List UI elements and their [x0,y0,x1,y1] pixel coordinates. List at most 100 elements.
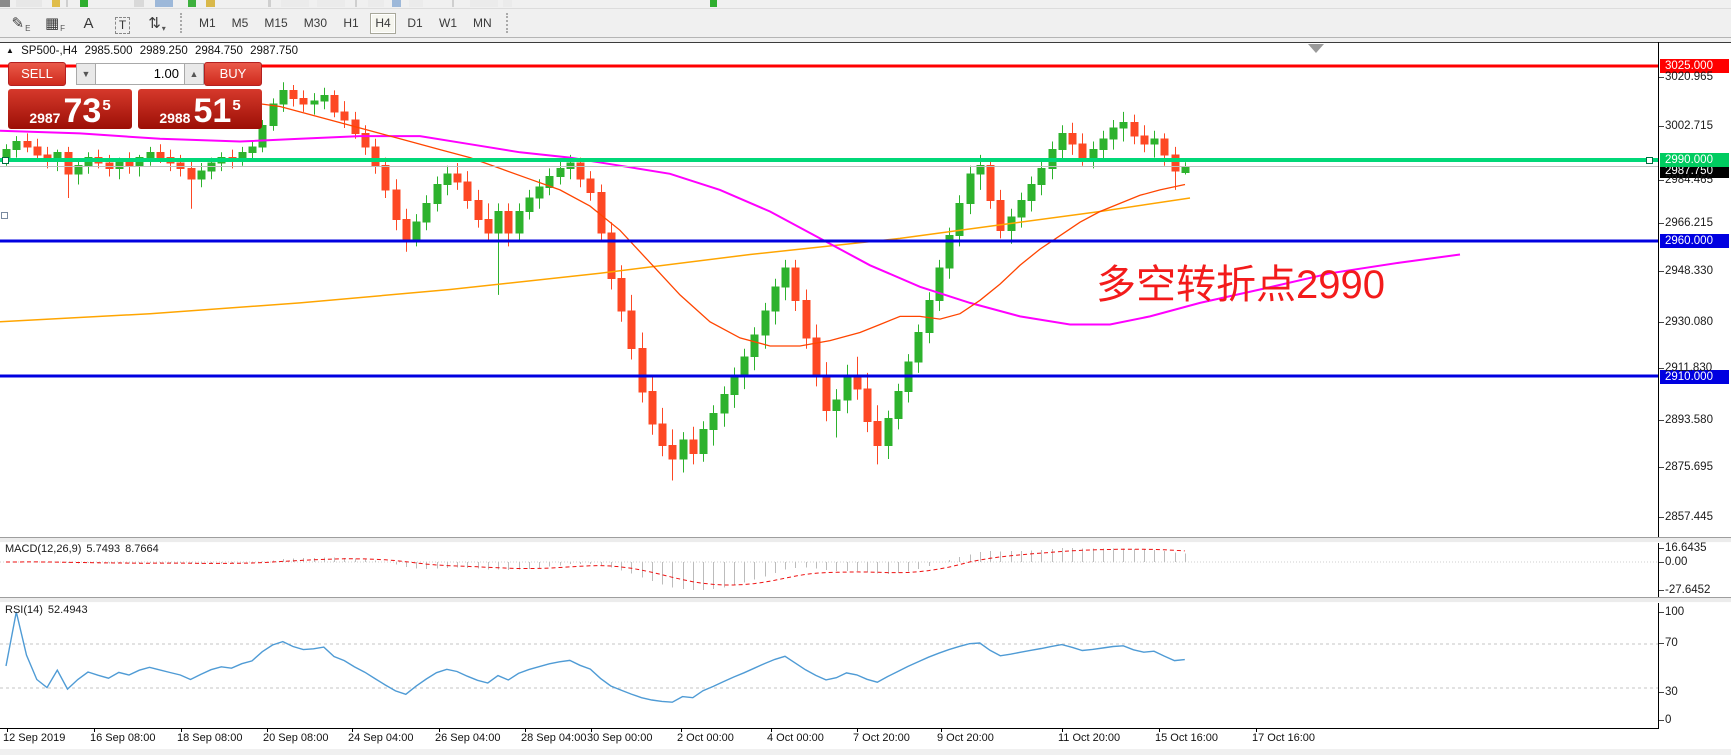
ask-price-prefix: 2988 [159,110,191,126]
timeframe-m1[interactable]: M1 [194,13,221,34]
bid-price-tile[interactable]: 2987 73 5 [8,89,132,129]
timeframe-d1[interactable]: D1 [402,13,428,34]
text-box-icon[interactable]: T [108,12,138,34]
axis-tick [1659,692,1664,693]
axis-tick-label: 0 [1665,714,1672,726]
axis-tick [1659,223,1664,224]
chart-annotation-text: 多空转折点2990 [1096,263,1385,307]
sell-button[interactable]: SELL [8,61,66,86]
clipped-icon [134,0,144,7]
toolbar: ✎ E ▦ F A T ⇅ ▾ M1 M5 M15 M30 H1 H4 D1 W1 MN [0,9,1731,37]
clipped-icon [0,0,10,7]
rsi-name: RSI(14) [5,604,43,616]
chart-window-border [0,42,1731,43]
axis-tick [1659,562,1664,563]
time-axis-border [0,728,1659,729]
ohlc-open: 2985.500 [84,45,133,57]
pane-separator[interactable] [0,597,1731,603]
axis-tick-label: 0.00 [1665,556,1688,568]
price-tag: 2990.000 [1660,153,1729,167]
bid-price-pip: 5 [102,97,111,114]
axis-tick-label: 2893.580 [1665,414,1713,426]
timeframe-w1[interactable]: W1 [434,13,462,34]
hline-handle[interactable] [2,157,9,164]
time-tick-label: 17 Oct 16:00 [1252,732,1315,744]
time-tick-label: 20 Sep 08:00 [263,732,329,744]
clipped-icon [66,0,68,7]
buy-button[interactable]: BUY [204,61,262,86]
timeframe-h1[interactable]: H1 [338,13,364,34]
bid-price-main: 73 [63,92,102,130]
axis-tick-label: 2966.215 [1665,217,1713,229]
axis-tick [1659,517,1664,518]
line-anchor[interactable] [1,212,8,219]
crayon-e-icon[interactable]: ✎ E [11,15,31,33]
one-click-trading-panel: SELL ▼ ▲ BUY 2987 73 5 2988 51 5 [8,61,262,129]
clipped-icon [52,0,60,7]
bid-price-prefix: 2987 [29,110,61,126]
axis-tick [1659,126,1664,127]
axis-tick-label: 2930.080 [1665,316,1713,328]
macd-pane[interactable] [0,541,1658,597]
axis-tick-label: 30 [1665,686,1678,698]
axis-tick-label: 2948.330 [1665,265,1713,277]
clipped-icon [155,0,173,7]
axis-tick-label: 100 [1665,606,1685,618]
axis-tick [1659,322,1664,323]
rsi-label: RSI(14) 52.4943 [5,604,93,616]
toolbar-separator [180,13,185,33]
ask-price-tile[interactable]: 2988 51 5 [138,89,262,129]
clipped-icon [16,0,42,7]
axis-tick [1659,180,1664,181]
toolbar-edge [0,37,1731,43]
price-axis-border [1658,42,1659,728]
time-tick-label: 16 Sep 08:00 [90,732,156,744]
timeframe-m30[interactable]: M30 [299,13,332,34]
clipped-icon [188,0,196,7]
axis-tick-label: 70 [1665,637,1678,649]
clipped-icon [281,0,309,7]
main-chart-pane[interactable] [0,42,1658,537]
clipped-toolbar-row [0,0,1731,9]
time-tick-label: 18 Sep 08:00 [177,732,243,744]
axis-tick-label: 3002.715 [1665,120,1713,132]
volume-increase-button[interactable]: ▲ [184,62,204,85]
axis-tick [1659,548,1664,549]
time-tick-label: 9 Oct 20:00 [937,732,994,744]
time-tick-label: 11 Oct 20:00 [1058,732,1121,744]
chart-header: ▲ SP500-,H4 2985.500 2989.250 2984.750 2… [6,45,302,57]
timeframe-m5[interactable]: M5 [227,13,254,34]
clipped-icon [470,0,498,7]
axis-tick [1659,612,1664,613]
axis-tick-label: 3020.965 [1665,71,1713,83]
drawing-tools-group: ✎ E ▦ F A T ⇅ ▾ [4,12,174,34]
pane-separator[interactable] [0,537,1731,543]
price-tag: 2987.750 [1660,164,1729,178]
volume-input[interactable] [96,62,184,85]
clipped-icon [503,0,512,7]
macd-value-2: 8.7664 [125,543,159,555]
volume-decrease-button[interactable]: ▼ [76,62,96,85]
timeframe-h4[interactable]: H4 [370,12,397,34]
hline-handle[interactable] [1646,157,1653,164]
time-tick-label: 26 Sep 04:00 [435,732,501,744]
macd-name: MACD(12,26,9) [5,543,82,555]
timeframe-mn[interactable]: MN [468,13,497,34]
collapse-triangle-icon[interactable]: ▲ [6,46,14,55]
clipped-icon [268,0,271,7]
toolbar-separator [505,13,511,33]
grid-f-icon[interactable]: ▦ F [44,15,66,33]
chart-shift-marker-icon[interactable] [1308,44,1324,53]
clipped-icon [392,0,401,7]
text-a-icon[interactable]: A [83,15,94,32]
axis-tick [1659,420,1664,421]
clipped-icon [355,0,357,7]
timeframe-m15[interactable]: M15 [259,13,292,34]
axis-tick-label: 16.6435 [1665,542,1707,554]
axis-tick [1659,643,1664,644]
cursor-arrows-icon[interactable]: ⇅ ▾ [148,15,166,33]
clipped-icon [317,0,345,7]
axis-tick [1659,590,1664,591]
rsi-pane[interactable] [0,601,1658,728]
